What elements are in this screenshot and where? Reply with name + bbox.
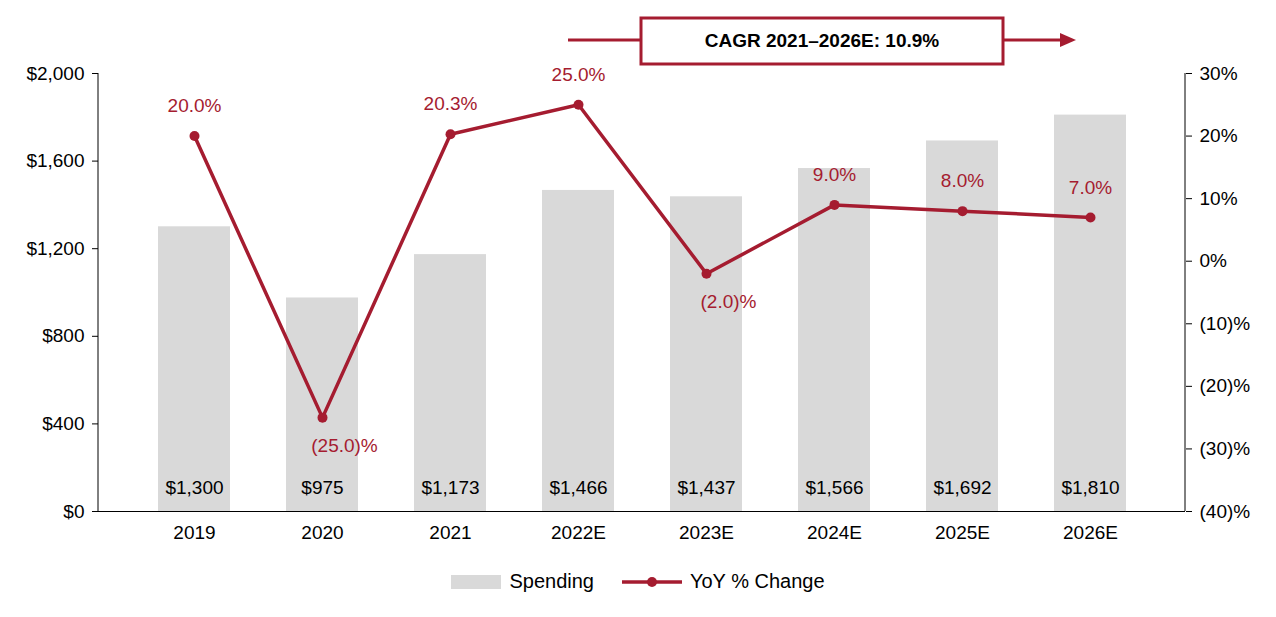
svg-text:(25.0)%: (25.0)% bbox=[311, 435, 378, 456]
svg-text:(10)%: (10)% bbox=[1200, 313, 1251, 334]
svg-text:30%: 30% bbox=[1200, 63, 1238, 84]
svg-text:10%: 10% bbox=[1200, 188, 1238, 209]
svg-text:(40)%: (40)% bbox=[1200, 501, 1251, 522]
svg-text:9.0%: 9.0% bbox=[813, 164, 856, 185]
svg-text:20%: 20% bbox=[1200, 125, 1238, 146]
svg-text:20.0%: 20.0% bbox=[168, 95, 222, 116]
svg-text:(30)%: (30)% bbox=[1200, 438, 1251, 459]
svg-text:$0: $0 bbox=[63, 501, 84, 522]
svg-text:2021: 2021 bbox=[429, 522, 471, 543]
svg-text:(20)%: (20)% bbox=[1200, 375, 1251, 396]
svg-text:$1,810: $1,810 bbox=[1061, 477, 1119, 498]
svg-text:$400: $400 bbox=[42, 413, 84, 434]
svg-text:2019: 2019 bbox=[173, 522, 215, 543]
svg-text:$1,566: $1,566 bbox=[805, 477, 863, 498]
svg-text:25.0%: 25.0% bbox=[552, 64, 606, 85]
svg-text:2023E: 2023E bbox=[679, 522, 734, 543]
svg-text:$800: $800 bbox=[42, 325, 84, 346]
svg-text:$1,600: $1,600 bbox=[26, 150, 84, 171]
svg-text:2022E: 2022E bbox=[551, 522, 606, 543]
svg-text:20.3%: 20.3% bbox=[424, 93, 478, 114]
svg-text:$1,173: $1,173 bbox=[421, 477, 479, 498]
svg-text:$1,300: $1,300 bbox=[165, 477, 223, 498]
svg-text:2025E: 2025E bbox=[935, 522, 990, 543]
svg-text:2024E: 2024E bbox=[807, 522, 862, 543]
svg-text:$1,692: $1,692 bbox=[933, 477, 991, 498]
html-text:Spending: Spending bbox=[509, 570, 594, 592]
svg-text:2026E: 2026E bbox=[1063, 522, 1118, 543]
svg-text:2020: 2020 bbox=[301, 522, 343, 543]
svg-text:CAGR 2021–2026E: 10.9%: CAGR 2021–2026E: 10.9% bbox=[705, 30, 940, 51]
svg-text:$1,466: $1,466 bbox=[549, 477, 607, 498]
svg-text:7.0%: 7.0% bbox=[1069, 176, 1112, 197]
svg-text:$1,200: $1,200 bbox=[26, 238, 84, 259]
svg-text:$2,000: $2,000 bbox=[26, 63, 84, 84]
svg-text:$1,437: $1,437 bbox=[677, 477, 735, 498]
svg-text:8.0%: 8.0% bbox=[941, 170, 984, 191]
html-text:YoY % Change: YoY % Change bbox=[690, 570, 825, 592]
svg-text:(2.0)%: (2.0)% bbox=[701, 291, 757, 312]
svg-text:0%: 0% bbox=[1200, 250, 1228, 271]
svg-text:$975: $975 bbox=[301, 477, 343, 498]
